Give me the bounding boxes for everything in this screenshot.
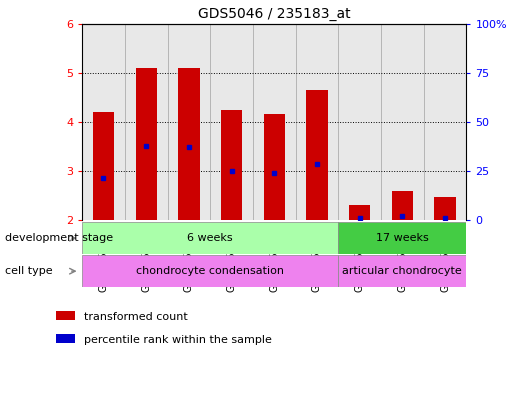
Text: chondrocyte condensation: chondrocyte condensation [136,266,284,276]
Bar [82,24,125,220]
Text: development stage: development stage [5,233,113,243]
Title: GDS5046 / 235183_at: GDS5046 / 235183_at [198,7,350,21]
Text: percentile rank within the sample: percentile rank within the sample [84,334,272,345]
Bar [56,334,75,343]
Bar [338,222,466,254]
Bar [82,222,338,254]
Bar [136,68,157,220]
Bar [178,68,200,220]
Bar [338,24,381,220]
Bar [221,110,242,220]
Bar [263,114,285,220]
Bar [93,112,114,220]
Text: articular chondrocyte: articular chondrocyte [342,266,462,276]
Bar [392,191,413,220]
Bar [435,197,456,220]
Bar [167,24,210,220]
Bar [82,255,338,287]
Bar [125,24,167,220]
Bar [296,24,338,220]
Bar [56,311,75,320]
Text: 6 weeks: 6 weeks [188,233,233,243]
Bar [338,255,466,287]
Text: 17 weeks: 17 weeks [376,233,429,243]
Bar [210,24,253,220]
Text: cell type: cell type [5,266,53,276]
Bar [349,205,370,220]
Text: transformed count: transformed count [84,312,188,321]
Bar [253,24,296,220]
Bar [306,90,328,220]
Bar [423,24,466,220]
Bar [381,24,423,220]
